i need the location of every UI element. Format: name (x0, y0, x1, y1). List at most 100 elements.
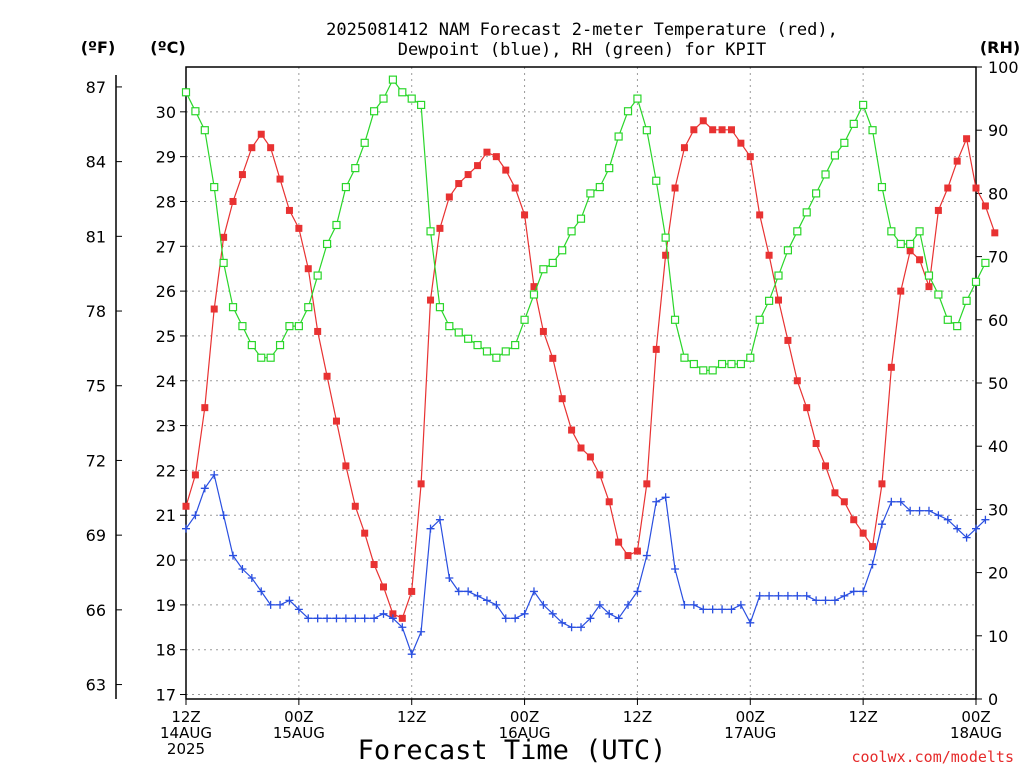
series-dewpoint-point (661, 493, 670, 502)
chart-title-line-2: Dewpoint (blue), RH (green) for KPIT (398, 40, 766, 60)
time-tick-label: 00Z (510, 708, 539, 726)
celsius-tick-label: 30 (156, 103, 176, 122)
series-dewpoint-point (454, 587, 463, 596)
series-temperature-point (812, 440, 820, 448)
series-temperature-point (756, 211, 764, 219)
time-tick-label: 12Z (171, 708, 200, 726)
time-tick-label: 12Z (397, 708, 426, 726)
series-rh-point (379, 94, 388, 103)
series-dewpoint-point (219, 511, 228, 520)
celsius-tick-label: 20 (156, 551, 176, 570)
series-temperature-point (906, 247, 914, 255)
series-rh-point (200, 126, 209, 135)
series-temperature-point (474, 162, 482, 170)
series-dewpoint-point (341, 614, 350, 623)
series-temperature-point (380, 583, 387, 591)
series-rh-point (849, 119, 858, 128)
time-tick-label: 16AUG (499, 724, 551, 742)
series-dewpoint-point (182, 524, 190, 533)
series-rh-point (727, 359, 736, 369)
series-temperature-point (351, 502, 359, 510)
series-temperature-point (267, 144, 275, 152)
series-temperature-point (793, 377, 801, 385)
series-dewpoint-point (953, 524, 962, 533)
celsius-tick-label: 21 (156, 506, 176, 525)
series-dewpoint-point (407, 650, 416, 659)
series-rh-point (708, 366, 717, 375)
series-temperature-point (652, 345, 660, 353)
fahrenheit-tick-label: 78 (86, 302, 106, 321)
series-temperature-point (492, 153, 500, 161)
series-rh-point (219, 258, 228, 268)
series-rh-point (953, 322, 962, 331)
series-rh-point (906, 239, 915, 249)
series-rh-point (548, 258, 557, 268)
celsius-tick-label: 17 (156, 686, 176, 705)
series-dewpoint-point (972, 524, 980, 533)
series-temperature-point (568, 426, 576, 434)
series-temperature-point (775, 296, 782, 304)
series-dewpoint-point (558, 618, 567, 627)
series-temperature-point (709, 126, 717, 134)
series-temperature-point (549, 354, 557, 362)
series-temperature-point (539, 327, 547, 335)
series-temperature-point (586, 453, 594, 461)
series-temperature-point (897, 287, 905, 295)
series-dewpoint-point (614, 614, 623, 623)
series-dewpoint-point (210, 470, 219, 479)
series-rh-point (652, 176, 661, 185)
series-temperature-point (285, 206, 293, 214)
series-rh-point (783, 246, 793, 255)
series-dewpoint-point (473, 591, 482, 600)
series-rh-point (501, 347, 510, 356)
series-rh-point (699, 366, 708, 375)
series-temperature-point (558, 395, 566, 403)
series-temperature-point (765, 251, 773, 259)
time-tick-label: 17AUG (724, 724, 776, 742)
rh-tick-label: 60 (988, 311, 1008, 330)
series-dewpoint-point (445, 573, 454, 582)
series-rh-point (736, 359, 745, 369)
series-rh-point (567, 227, 576, 236)
series-rh-point (595, 182, 604, 192)
series-dewpoint-point (276, 600, 285, 609)
series-dewpoint-point (548, 609, 557, 618)
fahrenheit-unit-label: (ºF) (81, 38, 116, 57)
series-rh-point (717, 359, 727, 369)
series-dewpoint-point (718, 605, 727, 614)
series-dewpoint-point (501, 614, 510, 623)
series-rh-point (454, 328, 463, 337)
series-rh-point (623, 107, 633, 116)
series-rh-point (802, 208, 811, 217)
series-dewpoint-point (849, 587, 858, 596)
series-rh-point (605, 164, 614, 173)
celsius-tick-label: 27 (156, 237, 176, 256)
series-rh-point (746, 353, 755, 362)
celsius-tick-label: 26 (156, 282, 176, 301)
series-dewpoint-point (896, 497, 905, 506)
series-dewpoint-point (247, 573, 256, 582)
series-rh-point (614, 132, 623, 141)
series-temperature-point (304, 265, 312, 273)
series-rh-point (633, 94, 642, 103)
series-dewpoint-point (238, 565, 247, 574)
series-dewpoint-point (351, 614, 360, 623)
series-temperature-point (201, 404, 209, 412)
series-rh-point (304, 303, 313, 312)
series-dewpoint-point (482, 596, 491, 605)
series-temperature-point (718, 126, 726, 134)
series-temperature-point (972, 184, 980, 192)
series-dewpoint-point (934, 511, 943, 520)
rh-tick-label: 50 (988, 374, 1008, 393)
rh-tick-label: 70 (988, 248, 1008, 267)
series-rh-point (473, 340, 482, 350)
series-dewpoint-point (699, 605, 708, 614)
time-tick-label: 18AUG (950, 724, 1002, 742)
series-rh-point (360, 138, 369, 147)
series-rh-point (492, 353, 501, 362)
series-rh-point (689, 359, 698, 369)
series-dewpoint-point (577, 623, 585, 632)
series-temperature-point (220, 233, 228, 241)
series-dewpoint-point (774, 591, 783, 600)
series-temperature-point (784, 336, 792, 344)
